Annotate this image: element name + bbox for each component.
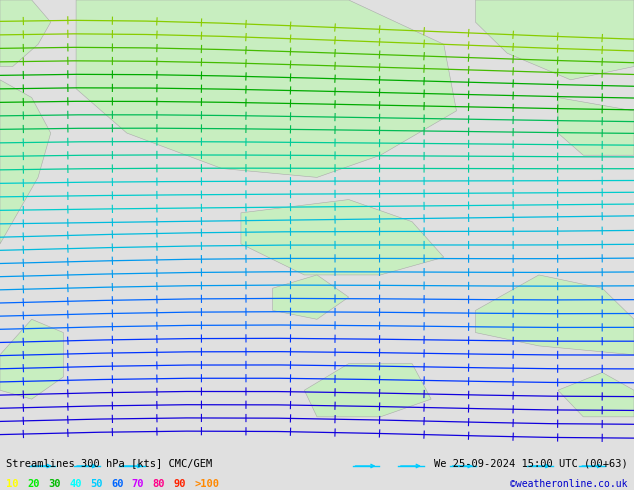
Polygon shape <box>558 98 634 155</box>
Polygon shape <box>476 275 634 355</box>
Polygon shape <box>0 80 51 244</box>
Text: 90: 90 <box>174 479 186 489</box>
Text: 50: 50 <box>90 479 103 489</box>
Polygon shape <box>0 0 51 67</box>
Text: 30: 30 <box>48 479 61 489</box>
Polygon shape <box>558 372 634 417</box>
Polygon shape <box>273 275 349 319</box>
Text: Streamlines 300 hPa [kts] CMC/GEM: Streamlines 300 hPa [kts] CMC/GEM <box>6 459 212 468</box>
Text: >100: >100 <box>195 479 219 489</box>
Polygon shape <box>76 0 456 177</box>
Text: 80: 80 <box>153 479 165 489</box>
Polygon shape <box>0 319 63 399</box>
Polygon shape <box>241 199 444 275</box>
Text: We 25-09-2024 15:00 UTC (00+63): We 25-09-2024 15:00 UTC (00+63) <box>434 459 628 468</box>
Polygon shape <box>304 364 431 417</box>
Text: 70: 70 <box>132 479 145 489</box>
Polygon shape <box>476 0 634 80</box>
Text: 60: 60 <box>111 479 124 489</box>
Text: 20: 20 <box>27 479 40 489</box>
Text: 40: 40 <box>69 479 82 489</box>
Text: ©weatheronline.co.uk: ©weatheronline.co.uk <box>510 479 628 489</box>
Text: 10: 10 <box>6 479 19 489</box>
